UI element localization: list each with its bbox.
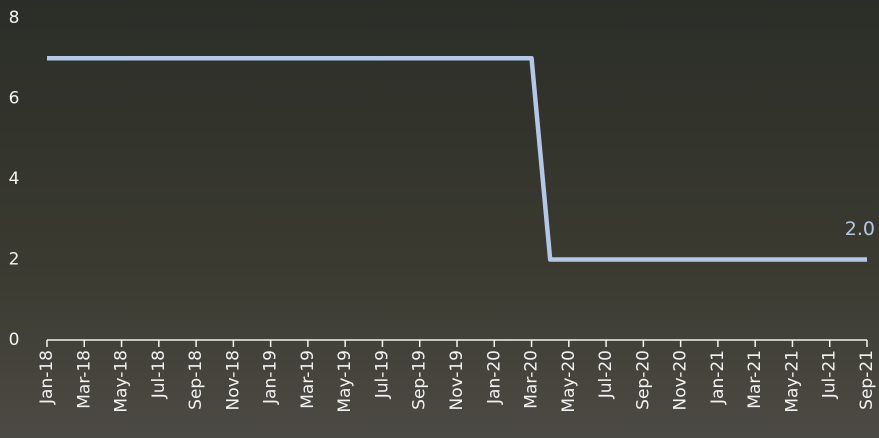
y-tick-label: 4 [9,169,20,189]
x-tick-label: Nov-19 [447,350,467,411]
x-tick-label: Sep-19 [410,350,430,410]
x-tick-label: Sep-21 [857,350,877,410]
x-tick-label: May-21 [782,350,802,413]
x-tick-label: Mar-20 [522,350,542,409]
x-tick-label: May-20 [559,350,579,413]
y-tick-label: 8 [9,8,20,28]
x-tick-label: Jul-21 [820,350,840,399]
x-tick-label: Nov-20 [671,350,691,411]
x-tick-label: Jan-18 [37,350,57,405]
x-tick-label: May-18 [112,350,132,413]
x-tick-label: Jul-20 [596,350,616,399]
x-tick-label: Jul-19 [372,350,392,399]
x-tick-label: Jan-19 [261,350,281,405]
data-line [47,56,867,262]
x-tick-label: Jan-20 [484,350,504,405]
x-tick-label: May-19 [335,350,355,413]
x-tick-label: Jan-21 [708,350,728,405]
x-tick-label: Sep-20 [633,350,653,410]
x-tick-label: Mar-19 [298,350,318,409]
value-label: 2.0 [845,218,875,240]
y-tick-label: 2 [9,250,20,270]
x-tick-label: Sep-18 [186,350,206,410]
x-tick-label: Jul-18 [149,350,169,399]
x-tick-label: Mar-18 [74,350,94,409]
x-tick-label: Mar-21 [745,350,765,409]
x-tick-label: Nov-18 [223,350,243,411]
y-tick-label: 0 [9,330,20,350]
y-tick-label: 6 [9,89,20,109]
